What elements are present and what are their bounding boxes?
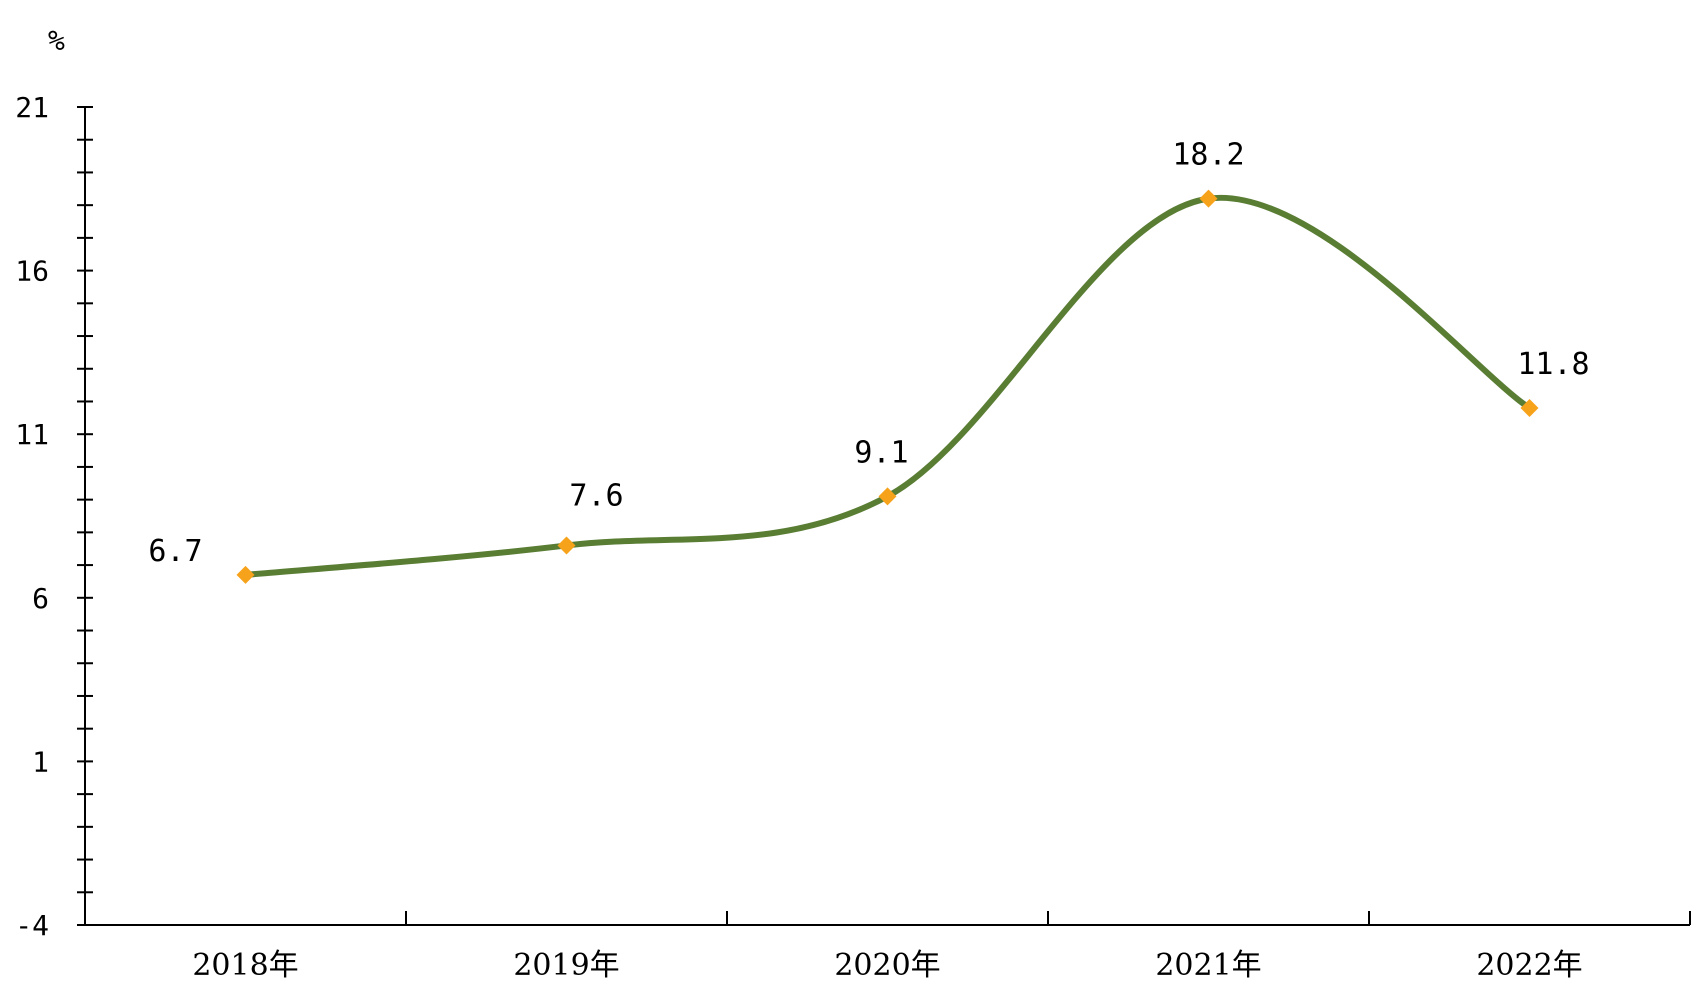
x-tick-label: 2019年	[513, 948, 619, 983]
data-label: 11.8	[1517, 347, 1589, 382]
x-tick-label: 2022年	[1476, 948, 1582, 983]
x-tick-label: 2020年	[834, 948, 940, 983]
series-line	[242, 194, 1533, 578]
x-tick-label: 2018年	[192, 948, 298, 983]
y-tick-label: 1	[32, 745, 49, 778]
x-tick-label: 2021年	[1155, 948, 1261, 983]
series-group	[236, 189, 1539, 584]
data-point-marker	[557, 536, 576, 555]
y-tick-label: 21	[15, 91, 49, 124]
data-point-marker	[1520, 399, 1539, 418]
axes	[84, 107, 1690, 926]
y-axis-unit-label: %	[48, 24, 65, 57]
data-point-marker	[1199, 189, 1218, 208]
data-labels: 6.7 7.6 9.1 18.2 11.8	[148, 138, 1589, 569]
data-label: 7.6	[569, 478, 623, 513]
y-tick-label: -4	[15, 909, 49, 942]
data-label: 6.7	[148, 534, 202, 569]
x-axis-ticks: 2018年 2019年 2020年 2021年 2022年	[192, 911, 1691, 983]
y-tick-label: 11	[15, 418, 49, 451]
data-label: 9.1	[854, 435, 908, 470]
data-point-marker	[878, 487, 897, 506]
data-label: 18.2	[1172, 138, 1244, 173]
data-point-marker	[236, 565, 255, 584]
y-tick-label: 16	[15, 255, 49, 288]
y-tick-label: 6	[32, 582, 49, 615]
